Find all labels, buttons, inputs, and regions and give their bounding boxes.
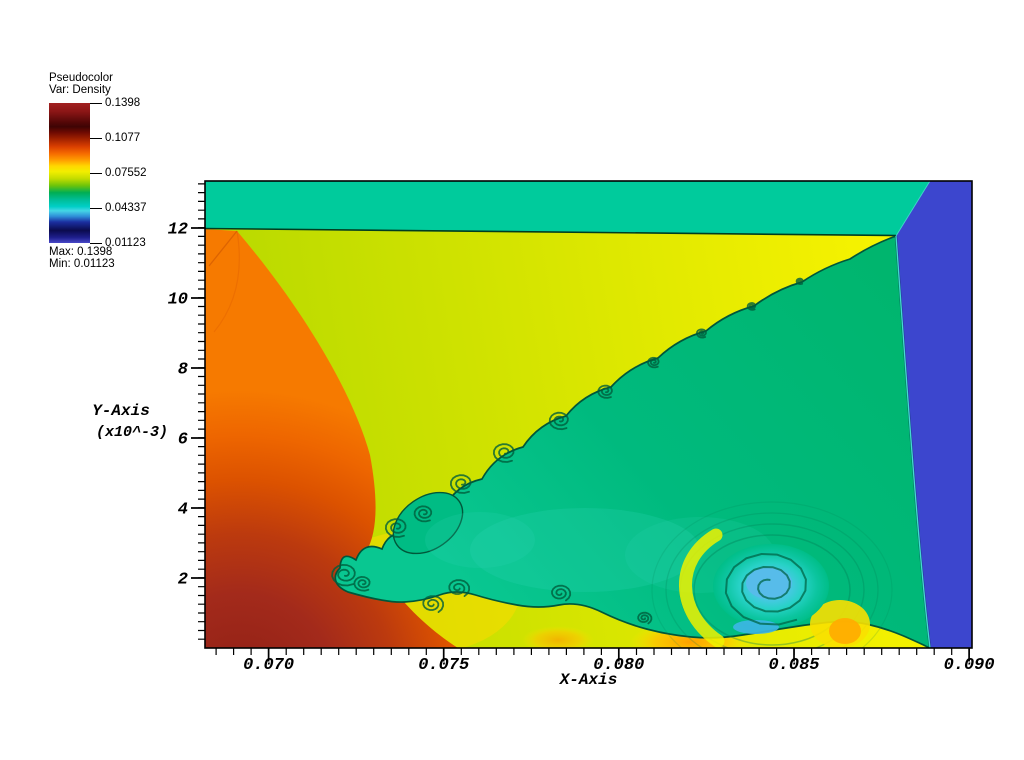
tick-dash: [90, 102, 102, 104]
colorbar-gradient: [49, 103, 90, 243]
vortex-ripple-ring: [651, 501, 893, 648]
kh-rollup-spirals: [331, 277, 804, 625]
x-tick-label: 0.075: [418, 656, 469, 675]
vortex-yellow-arm: [679, 528, 725, 648]
colorbar-tick: 0.1077: [90, 132, 140, 144]
kh-vortex-spiral: [746, 302, 757, 311]
tick-dash: [90, 207, 102, 209]
kh-vortex-spiral: [597, 384, 613, 399]
vortex-orange-core: [829, 618, 861, 644]
colorbar-tick: 0.1398: [90, 97, 140, 109]
vortex-ripple-ring: [665, 512, 879, 648]
legend-max-label: Max: 0.1398: [49, 246, 113, 258]
blue-corner-cyan-line: [895, 181, 931, 237]
vortex-ripple-ring: [693, 534, 851, 646]
kh-vortex-spiral: [448, 579, 471, 597]
y-axis-major-ticks: [191, 227, 205, 579]
y-axis-scale-label: (x10^-3): [96, 424, 168, 441]
tick-dash: [90, 172, 102, 174]
region-right-band: [896, 181, 972, 648]
x-axis-minor-ticks: [215, 648, 970, 655]
bottom-hotspot: [522, 626, 594, 648]
vortex-spiral-line: [724, 552, 807, 626]
x-tick-label: 0.085: [768, 656, 819, 675]
region-bow-shock-orange: [205, 229, 458, 648]
y-tick-label: 12: [168, 221, 188, 240]
blue-boundary-cyan-line: [895, 235, 931, 648]
colorbar-tick-label: 0.1077: [105, 132, 141, 144]
orange-internal-crease: [208, 230, 238, 267]
colorbar-tick: 0.07552: [90, 167, 147, 179]
x-tick-label: 0.080: [593, 656, 644, 675]
colorbar-tick: 0.01123: [90, 237, 146, 249]
kh-vortex-spiral: [384, 518, 407, 538]
y-tick-label: 2: [178, 571, 188, 590]
kh-vortex-spiral: [647, 356, 660, 369]
x-tick-label: 0.070: [243, 656, 294, 675]
wall-vortex: [651, 501, 893, 648]
kh-vortex-spiral: [449, 474, 472, 494]
tick-dash: [90, 242, 102, 244]
tick-dash: [90, 137, 102, 139]
kh-vortex-spiral: [353, 575, 371, 592]
orange-internal-crease: [213, 230, 240, 333]
top-band-shock-line: [205, 227, 897, 237]
colorbar-tick: 0.04337: [90, 202, 147, 214]
kh-vortex-spiral: [492, 443, 515, 463]
kh-vortex-spiral: [413, 505, 433, 523]
vortex-core: [746, 567, 792, 599]
kh-vortex-spiral: [548, 411, 569, 431]
colorbar-tick-label: 0.01123: [105, 237, 146, 249]
kh-vortex-spiral: [422, 595, 445, 613]
x-axis-title: X-Axis: [559, 671, 618, 689]
kh-vortex-spiral: [795, 277, 804, 286]
colorbar-tick-label: 0.1398: [105, 97, 141, 109]
y-tick-label: 8: [178, 361, 188, 380]
legend-var-label: Var: Density: [49, 84, 111, 96]
kh-vortex-spiral: [331, 563, 356, 587]
colorbar-legend: Pseudocolor Var: Density 0.1398 0.1077 0…: [49, 72, 199, 270]
jet-cyan-patch: [470, 508, 700, 592]
plot-canvas[interactable]: [205, 181, 972, 678]
jet-cyan-patch: [425, 512, 535, 568]
kh-vortex-spiral: [695, 328, 707, 339]
plot-border: [204, 180, 973, 649]
y-axis-title: Y-Axis: [92, 402, 150, 420]
colorbar-tick-label: 0.04337: [105, 202, 147, 214]
y-tick-label: 4: [178, 501, 188, 520]
region-top-band: [205, 181, 930, 236]
y-tick-label: 10: [168, 291, 188, 310]
kh-vortex-spiral: [551, 584, 572, 602]
legend-min-label: Min: 0.01123: [49, 258, 115, 270]
colorbar: 0.1398 0.1077 0.07552 0.04337 0.01123: [49, 97, 199, 259]
legend-title: Pseudocolor: [49, 72, 113, 84]
colorbar-tick-label: 0.07552: [105, 167, 147, 179]
jet-head-rollup-lobe: [392, 491, 464, 555]
x-axis-major-ticks: [267, 648, 970, 662]
kh-vortex-spiral: [637, 611, 653, 625]
y-axis-minor-ticks: [198, 183, 205, 640]
y-tick-label: 6: [178, 431, 188, 450]
x-tick-label: 0.090: [944, 656, 995, 675]
